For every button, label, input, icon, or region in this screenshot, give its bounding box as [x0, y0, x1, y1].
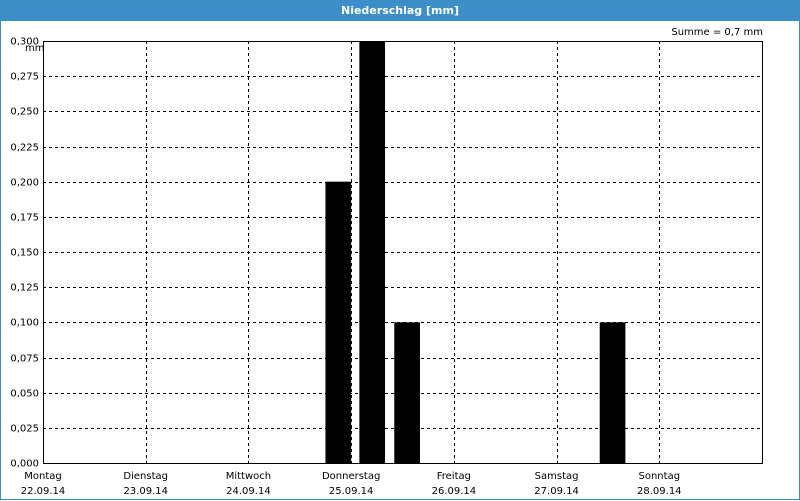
x-tick-label-date: 27.09.14	[534, 486, 579, 497]
x-tick-label-day: Freitag	[437, 471, 471, 482]
y-tick-label: 0,225	[10, 143, 39, 154]
x-tick-label-date: 22.09.14	[21, 486, 66, 497]
y-tick-label: 0,025	[10, 424, 39, 435]
precipitation-bar	[325, 181, 352, 463]
plot-frame	[43, 41, 763, 464]
y-tick-label: 0,050	[10, 389, 39, 400]
y-tick-label: 0,200	[10, 178, 39, 189]
y-tick-label: 0,250	[10, 107, 39, 118]
x-tick-label-day: Donnerstag	[322, 471, 380, 482]
y-tick-label: 0,175	[10, 213, 39, 224]
x-tick-label-day: Montag	[24, 471, 61, 482]
window-title: Niederschlag [mm]	[1, 1, 799, 21]
y-tick-label: 0,000	[10, 459, 39, 470]
precipitation-bar	[599, 322, 626, 463]
y-tick-label: 0,100	[10, 318, 39, 329]
x-tick-label-day: Dienstag	[123, 471, 168, 482]
x-tick-label-date: 25.09.14	[329, 486, 374, 497]
x-tick-label-day: Samstag	[535, 471, 579, 482]
x-tick-label-date: 24.09.14	[226, 486, 271, 497]
x-tick-label-date: 28.09.14	[637, 486, 682, 497]
precipitation-bar	[394, 322, 420, 463]
x-tick-label-date: 26.09.14	[432, 486, 477, 497]
y-tick-label: 0,075	[10, 354, 39, 365]
y-tick-label: 0,300	[10, 37, 39, 48]
x-tick-label-date: 23.09.14	[123, 486, 168, 497]
y-tick-label: 0,125	[10, 283, 39, 294]
x-tick-label-day: Sonntag	[639, 471, 681, 482]
sum-label: Summe = 0,7 mm	[671, 27, 763, 38]
y-tick-label: 0,150	[10, 248, 39, 259]
y-tick-label: 0,275	[10, 72, 39, 83]
precipitation-bar	[359, 41, 386, 463]
y-axis-unit: mm	[25, 43, 44, 54]
x-tick-label-day: Mittwoch	[226, 471, 271, 482]
